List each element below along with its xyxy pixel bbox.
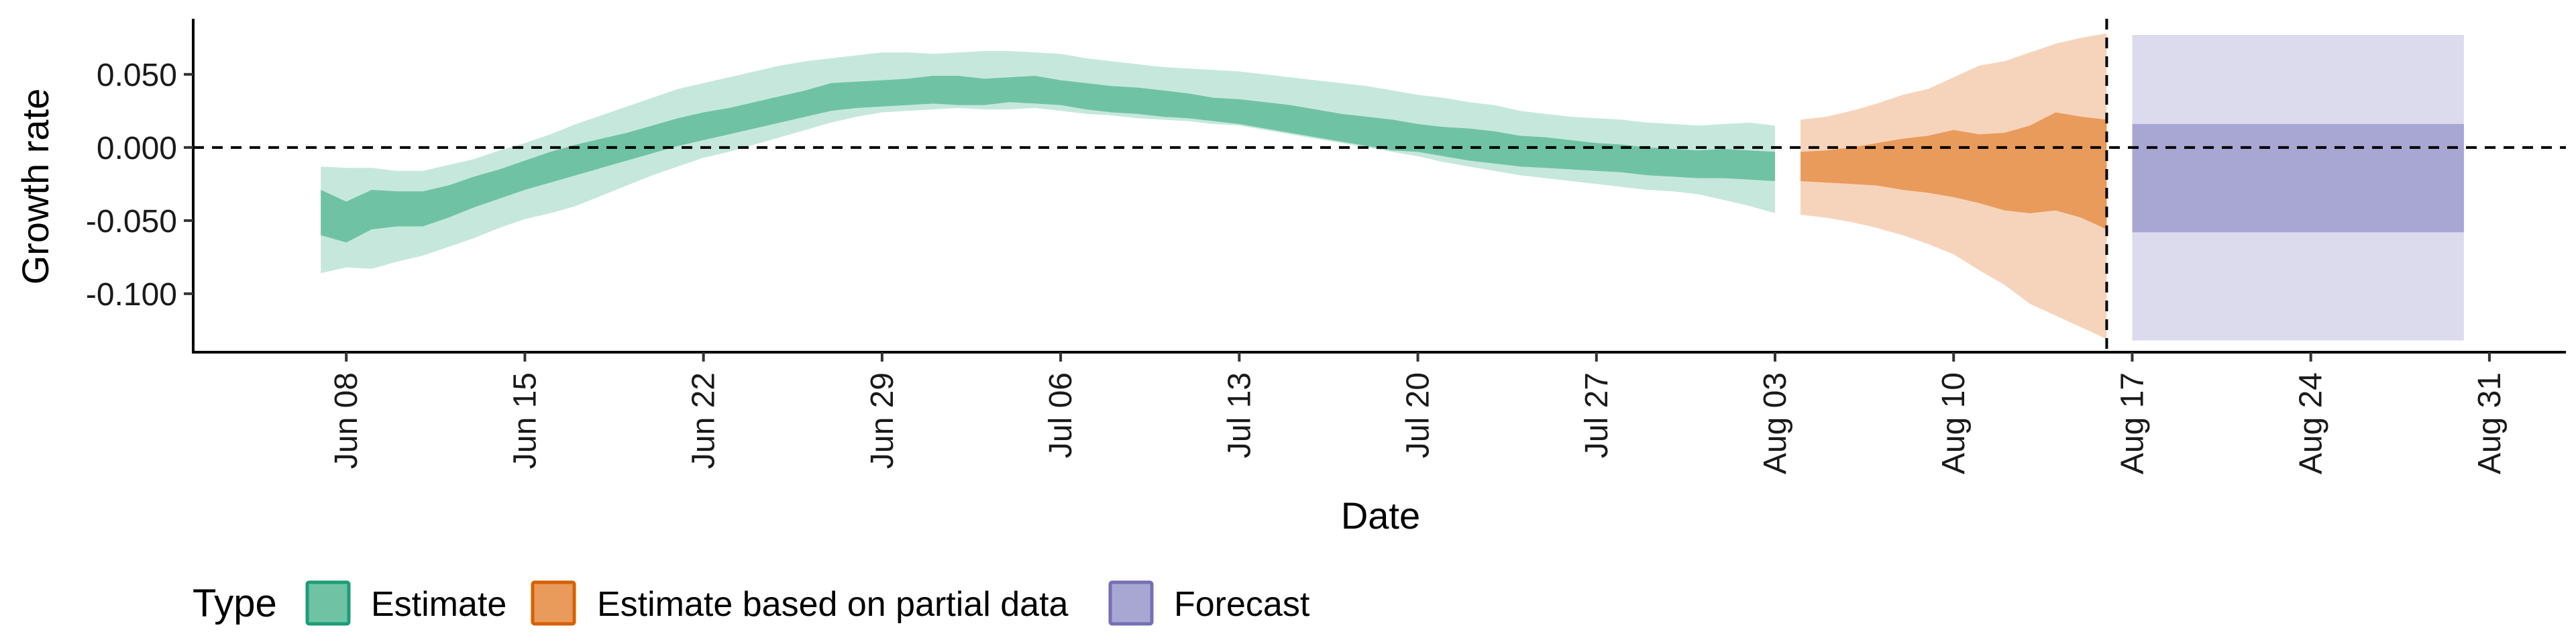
y-tick-label: -0.050	[86, 204, 177, 239]
legend-label-forecast: Forecast	[1174, 585, 1310, 624]
legend-key-estimate	[305, 580, 351, 626]
x-tick-label: Jun 08	[329, 372, 364, 469]
estimate-ribbon-90	[321, 51, 1776, 274]
ribbon-layer	[321, 33, 2464, 341]
x-tick-label: Jul 13	[1222, 372, 1257, 458]
legend-label-partial: Estimate based on partial data	[597, 585, 1069, 624]
y-tick-label: 0.050	[97, 58, 177, 93]
x-axis-ticks: Jun 08 Jun 15 Jun 22 Jun 29 Jul 06 Jul 13 Jul …	[329, 352, 2508, 474]
x-tick-label: Jul 20	[1401, 372, 1436, 458]
y-tick-label: -0.100	[86, 277, 177, 313]
x-tick-label: Aug 24	[2294, 372, 2329, 474]
forecast-ribbon-50	[2132, 123, 2464, 233]
x-axis-title: Date	[1341, 494, 1420, 537]
x-tick-label: Aug 10	[1936, 372, 1972, 474]
x-tick-label: Jun 15	[507, 372, 543, 469]
legend: Type Estimate Estimate based on partial …	[193, 580, 1310, 626]
x-tick-label: Aug 17	[2114, 372, 2150, 474]
y-axis-title: Growth rate	[14, 89, 56, 285]
y-tick-label: 0.000	[97, 131, 177, 166]
legend-key-forecast	[1108, 580, 1154, 626]
legend-key-partial	[531, 580, 576, 626]
x-tick-label: Jul 27	[1579, 372, 1615, 458]
x-tick-label: Jun 22	[686, 372, 722, 469]
x-tick-label: Jul 06	[1043, 372, 1079, 458]
estimate-ribbon-50	[321, 76, 1776, 243]
x-tick-label: Aug 03	[1758, 372, 1793, 474]
x-tick-label: Jun 29	[865, 372, 900, 469]
x-tick-label: Aug 31	[2472, 372, 2508, 474]
y-axis-ticks: 0.050 0.000 -0.050 -0.100	[86, 58, 193, 313]
legend-title: Type	[193, 582, 277, 625]
legend-label-estimate: Estimate	[371, 585, 506, 624]
estimate-based-on-partial-data-ribbon-50	[1801, 112, 2107, 229]
